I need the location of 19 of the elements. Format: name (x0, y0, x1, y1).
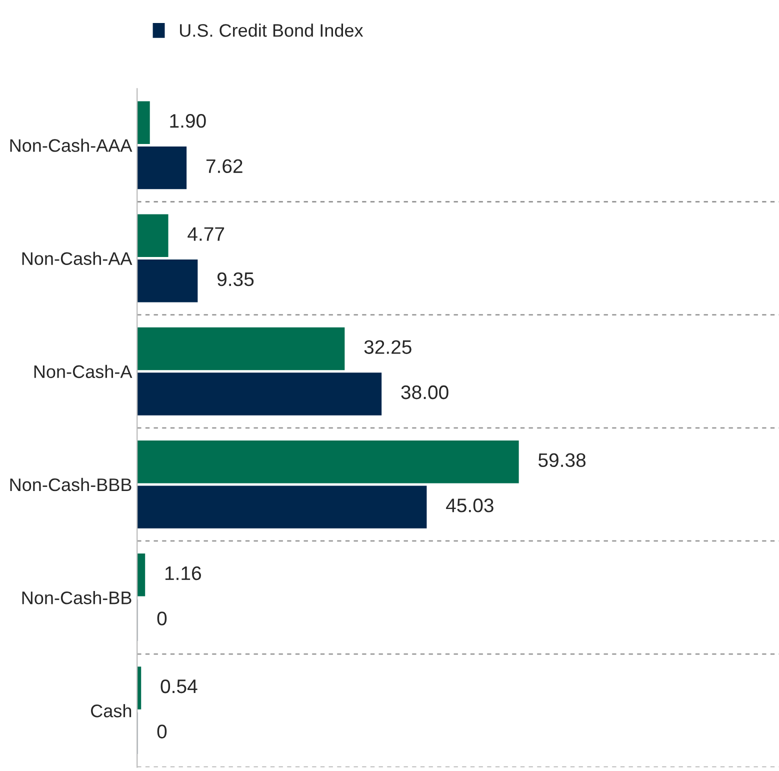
data-label: 7.62 (206, 159, 242, 174)
data-label: 1.90 (170, 114, 206, 128)
data-label: 0.54 (160, 679, 198, 694)
legend-label: U.S. Credit Bond Index (180, 24, 364, 37)
y-tick-label: Non-Cash-AA (22, 252, 132, 266)
data-label: 32.25 (364, 340, 412, 354)
data-label: 9.35 (217, 272, 254, 286)
data-label: 0 (157, 612, 167, 626)
data-label: 59.38 (538, 453, 586, 468)
y-tick-label: Non-Cash-A (34, 364, 132, 378)
data-label: 45.03 (446, 498, 494, 512)
y-tick-label: Non-Cash-BBB (10, 478, 132, 492)
data-label: 0 (157, 724, 167, 738)
data-label: 38.00 (401, 385, 448, 400)
data-label: 1.16 (165, 566, 201, 580)
y-tick-label: Cash (91, 704, 132, 718)
y-tick-label: Non-Cash-AAA (10, 138, 132, 152)
y-tick-label: Non-Cash-BB (22, 590, 132, 604)
data-label: 4.77 (188, 227, 224, 241)
